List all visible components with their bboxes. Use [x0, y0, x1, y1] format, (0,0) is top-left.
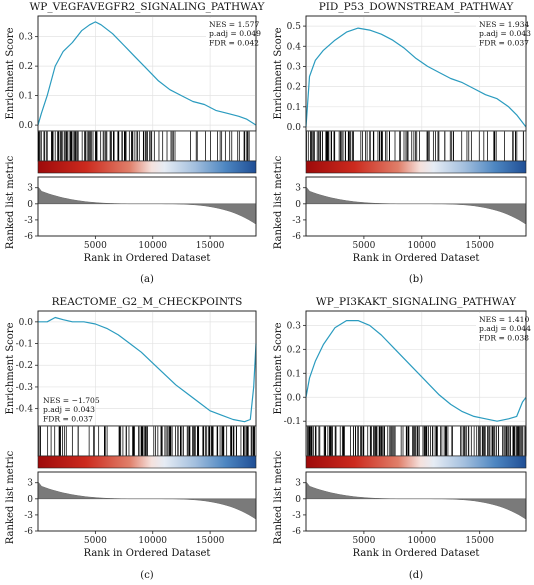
stats-text: FDR = 0.037	[479, 38, 529, 47]
panel-title: PID_P53_DOWNSTREAM_PATHWAY	[319, 1, 515, 13]
rank-ytick-label: 0	[295, 495, 301, 505]
es-ytick-label: 0.0	[19, 121, 34, 131]
stats-text: FDR = 0.037	[43, 414, 93, 423]
rank-color-bar	[306, 456, 526, 468]
xtick-label: 10000	[407, 536, 436, 546]
es-ytick-label: 0.3	[19, 33, 34, 43]
gsea-panel: REACTOME_G2_M_CHECKPOINTS 0.0 -0.1 -0.2 -0.3…	[5, 296, 256, 581]
gsea-panel: PID_P53_DOWNSTREAM_PATHWAY 0.0 0.1 0.2 0.3 0.…	[273, 1, 531, 285]
es-ytick-label: -0.3	[16, 383, 34, 393]
rank-ytick-label: 3	[27, 479, 33, 489]
stats-text: FDR = 0.042	[209, 38, 259, 47]
es-ytick-label: -0.1	[16, 340, 33, 350]
stats-text: p.adj = 0.043	[479, 29, 531, 38]
es-ytick-label: 0.0	[287, 123, 302, 133]
es-ytick-label: -0.1	[284, 417, 301, 427]
hits-frame	[306, 426, 526, 456]
rank-ylabel: Ranked list metric	[5, 450, 16, 544]
rank-color-bar	[38, 456, 256, 468]
panel-caption: (d)	[409, 570, 423, 581]
xtick-label: 5000	[84, 536, 107, 546]
rank-ylabel: Ranked list metric	[273, 155, 284, 249]
xtick-label: 10000	[138, 536, 167, 546]
stats-text: NES = 1.577	[209, 20, 259, 29]
xtick-label: 10000	[138, 241, 167, 251]
es-ytick-label: 0.3	[287, 62, 302, 72]
rank-ytick-label: 3	[295, 184, 301, 194]
es-ytick-label: 0.2	[287, 83, 301, 93]
xlabel: Rank in Ordered Dataset	[353, 253, 480, 264]
es-ylabel: Enrichment Score	[273, 322, 284, 414]
rank-ytick-label: 0	[27, 200, 33, 210]
xtick-label: 15000	[196, 536, 225, 546]
xtick-label: 10000	[407, 241, 436, 251]
es-ytick-label: -0.4	[16, 405, 34, 415]
gsea-panel: WP_PI3KAKT_SIGNALING_PATHWAY 0.3 0.2 0.1 0.0…	[273, 296, 531, 581]
rank-color-bar	[306, 161, 526, 173]
rank-ytick-label: -3	[292, 216, 301, 226]
panel-caption: (c)	[140, 570, 154, 581]
stats-text: p.adj = 0.044	[479, 324, 531, 333]
es-ytick-label: 0.0	[19, 318, 34, 328]
xtick-label: 15000	[465, 536, 494, 546]
es-ytick-label: 0.2	[287, 345, 301, 355]
stats-text: FDR = 0.038	[479, 333, 529, 342]
rank-ytick-label: -3	[24, 216, 33, 226]
xlabel: Rank in Ordered Dataset	[353, 548, 480, 559]
xlabel: Rank in Ordered Dataset	[84, 548, 211, 559]
rank-ytick-label: -3	[24, 511, 33, 521]
rank-ytick-label: -6	[24, 527, 33, 537]
gsea-panel: WP_VEGFAVEGFR2_SIGNALING_PATHWAY 0.0 0.1 0.…	[5, 1, 266, 285]
rank-color-bar	[38, 161, 256, 173]
es-ytick-label: 0.4	[287, 42, 302, 52]
xtick-label: 5000	[352, 241, 375, 251]
xtick-label: 5000	[352, 536, 375, 546]
rank-ytick-label: 3	[295, 479, 301, 489]
panel-caption: (a)	[140, 274, 154, 285]
panel-caption: (b)	[409, 274, 423, 285]
rank-ytick-label: 0	[295, 200, 301, 210]
rank-ylabel: Ranked list metric	[5, 155, 16, 249]
panel-title: REACTOME_G2_M_CHECKPOINTS	[52, 296, 243, 308]
xlabel: Rank in Ordered Dataset	[84, 253, 211, 264]
stats-text: p.adj = 0.049	[209, 29, 261, 38]
es-ytick-label: 0.2	[19, 62, 33, 72]
es-ytick-label: 0.1	[19, 92, 33, 102]
rank-ylabel: Ranked list metric	[273, 450, 284, 544]
es-ytick-label: 0.1	[287, 369, 301, 379]
rank-ytick-label: 3	[27, 184, 33, 194]
stats-text: NES = 1.410	[479, 315, 529, 324]
es-ylabel: Enrichment Score	[5, 27, 16, 119]
es-ytick-label: 0.1	[287, 103, 301, 113]
stats-text: NES = −1.705	[43, 396, 100, 405]
stats-text: p.adj = 0.043	[43, 405, 95, 414]
panel-title: WP_VEGFAVEGFR2_SIGNALING_PATHWAY	[29, 1, 265, 13]
xtick-label: 15000	[465, 241, 494, 251]
stats-text: NES = 1.934	[479, 20, 529, 29]
rank-ytick-label: 0	[27, 495, 33, 505]
xtick-label: 5000	[84, 241, 107, 251]
es-ytick-label: -0.2	[16, 361, 33, 371]
rank-ytick-label: -6	[292, 232, 301, 242]
rank-ytick-label: -6	[24, 232, 33, 242]
xtick-label: 15000	[196, 241, 225, 251]
es-ytick-label: 0.3	[287, 321, 302, 331]
es-ytick-label: 0.0	[287, 393, 302, 403]
es-ylabel: Enrichment Score	[273, 27, 284, 119]
es-ylabel: Enrichment Score	[5, 322, 16, 414]
panel-title: WP_PI3KAKT_SIGNALING_PATHWAY	[316, 296, 517, 308]
es-ytick-label: 0.5	[287, 22, 302, 32]
rank-ytick-label: -6	[292, 527, 301, 537]
rank-ytick-label: -3	[292, 511, 301, 521]
